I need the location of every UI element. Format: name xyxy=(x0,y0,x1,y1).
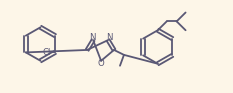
Text: N: N xyxy=(106,33,112,42)
Text: O: O xyxy=(98,59,104,68)
Text: Cl: Cl xyxy=(43,48,51,57)
Text: N: N xyxy=(89,33,95,42)
